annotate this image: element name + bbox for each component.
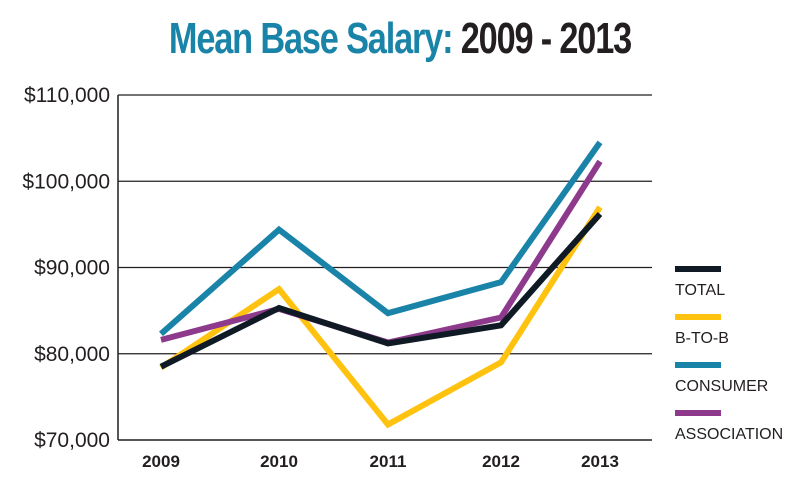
legend-swatch-total — [675, 266, 721, 272]
x-tick-label: 2013 — [581, 452, 619, 471]
axes — [117, 95, 652, 441]
y-axis-ticks: $70,000 $80,000 $90,000 $100,000 $110,000 — [22, 84, 110, 452]
y-tick-label: $110,000 — [24, 84, 110, 107]
y-tick-label: $80,000 — [34, 343, 110, 366]
x-tick-label: 2009 — [142, 452, 180, 471]
series-line-consumer — [159, 140, 603, 337]
y-tick-label: $90,000 — [34, 257, 110, 280]
legend-label-total: TOTAL — [675, 282, 725, 299]
legend-label-association: ASSOCIATION — [675, 426, 783, 443]
series-lines — [159, 140, 603, 429]
legend-label-btob: B-TO-B — [675, 330, 729, 347]
chart-title-part1: Mean Base Salary: — [168, 14, 454, 63]
x-axis-ticks: 2009 2010 2011 2012 2013 — [142, 452, 619, 471]
x-tick-label: 2012 — [482, 452, 520, 471]
series-line-btob — [159, 205, 603, 429]
legend-swatch-association — [675, 410, 721, 416]
legend: TOTAL B-TO-B CONSUMER ASSOCIATION — [675, 266, 783, 443]
x-tick-label: 2010 — [260, 452, 298, 471]
y-tick-label: $100,000 — [22, 170, 110, 193]
series-line-total — [159, 212, 603, 370]
y-tick-label: $70,000 — [34, 429, 110, 452]
x-tick-label: 2011 — [370, 452, 407, 471]
legend-swatch-btob — [675, 314, 721, 320]
chart-title-part2: 2009 - 2013 — [460, 14, 633, 63]
chart-title: Mean Base Salary: 2009 - 2013 — [88, 14, 712, 64]
gridlines — [118, 94, 652, 355]
legend-label-consumer: CONSUMER — [675, 378, 768, 395]
legend-swatch-consumer — [675, 362, 721, 368]
